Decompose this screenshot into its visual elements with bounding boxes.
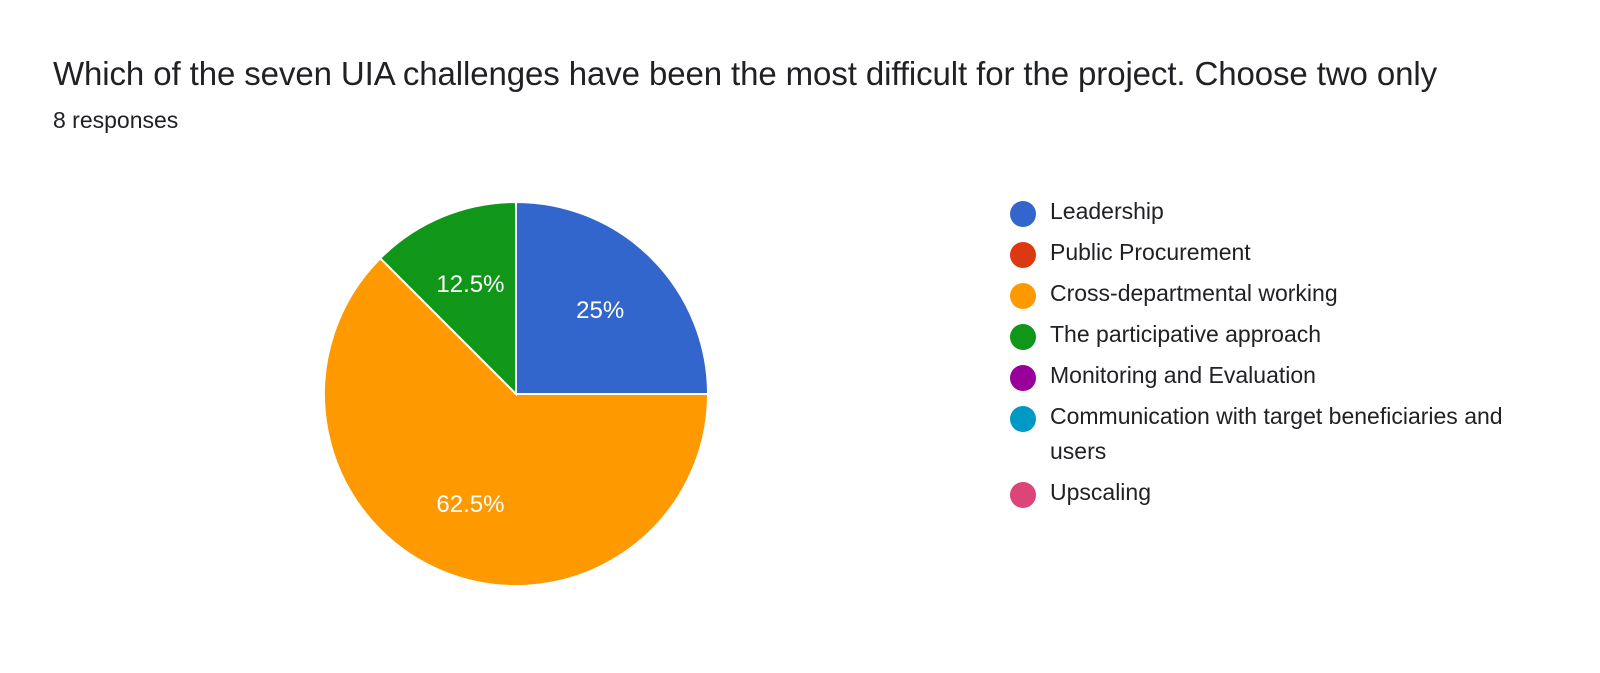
pie-slices xyxy=(323,200,710,587)
pie-slice-label: 12.5% xyxy=(436,271,504,298)
legend-swatch xyxy=(1010,406,1036,432)
legend-swatch xyxy=(1010,283,1036,309)
legend-swatch xyxy=(1010,201,1036,227)
legend-item[interactable]: Monitoring and Evaluation xyxy=(1010,358,1570,393)
legend-item[interactable]: Public Procurement xyxy=(1010,235,1570,270)
pie-labels: 25% 62.5% 12.5% xyxy=(436,271,624,518)
legend-swatch xyxy=(1010,324,1036,350)
legend-label: Cross-departmental working xyxy=(1050,280,1338,306)
pie-slice-the-participative-approach[interactable] xyxy=(378,200,517,397)
response-count: 8 responses xyxy=(53,107,179,133)
legend-label: Monitoring and Evaluation xyxy=(1050,362,1316,388)
legend-label: Public Procurement xyxy=(1050,239,1251,265)
legend-label: The participative approach xyxy=(1050,321,1322,347)
pie-slice-cross-departmental-working[interactable] xyxy=(323,256,710,587)
chart-title: Which of the seven UIA challenges have b… xyxy=(53,55,1438,92)
pie-slice-label: 25% xyxy=(576,297,624,324)
legend-label: Upscaling xyxy=(1050,479,1151,505)
legend-item[interactable]: Upscaling xyxy=(1010,475,1570,510)
legend-item[interactable]: Communication with target beneficiaries … xyxy=(1010,399,1570,469)
legend-label: Leadership xyxy=(1050,198,1164,224)
legend-item[interactable]: Cross-departmental working xyxy=(1010,276,1570,311)
legend-swatch xyxy=(1010,482,1036,508)
pie-slice-label: 62.5% xyxy=(436,491,504,518)
legend: Leadership Public Procurement Cross-depart… xyxy=(1010,194,1570,516)
legend-item[interactable]: The participative approach xyxy=(1010,317,1570,352)
legend-swatch xyxy=(1010,242,1036,268)
legend-item[interactable]: Leadership xyxy=(1010,194,1570,229)
legend-label: Communication with target beneficiaries … xyxy=(1050,403,1503,464)
legend-swatch xyxy=(1010,365,1036,391)
pie-slice-leadership[interactable] xyxy=(515,200,710,395)
